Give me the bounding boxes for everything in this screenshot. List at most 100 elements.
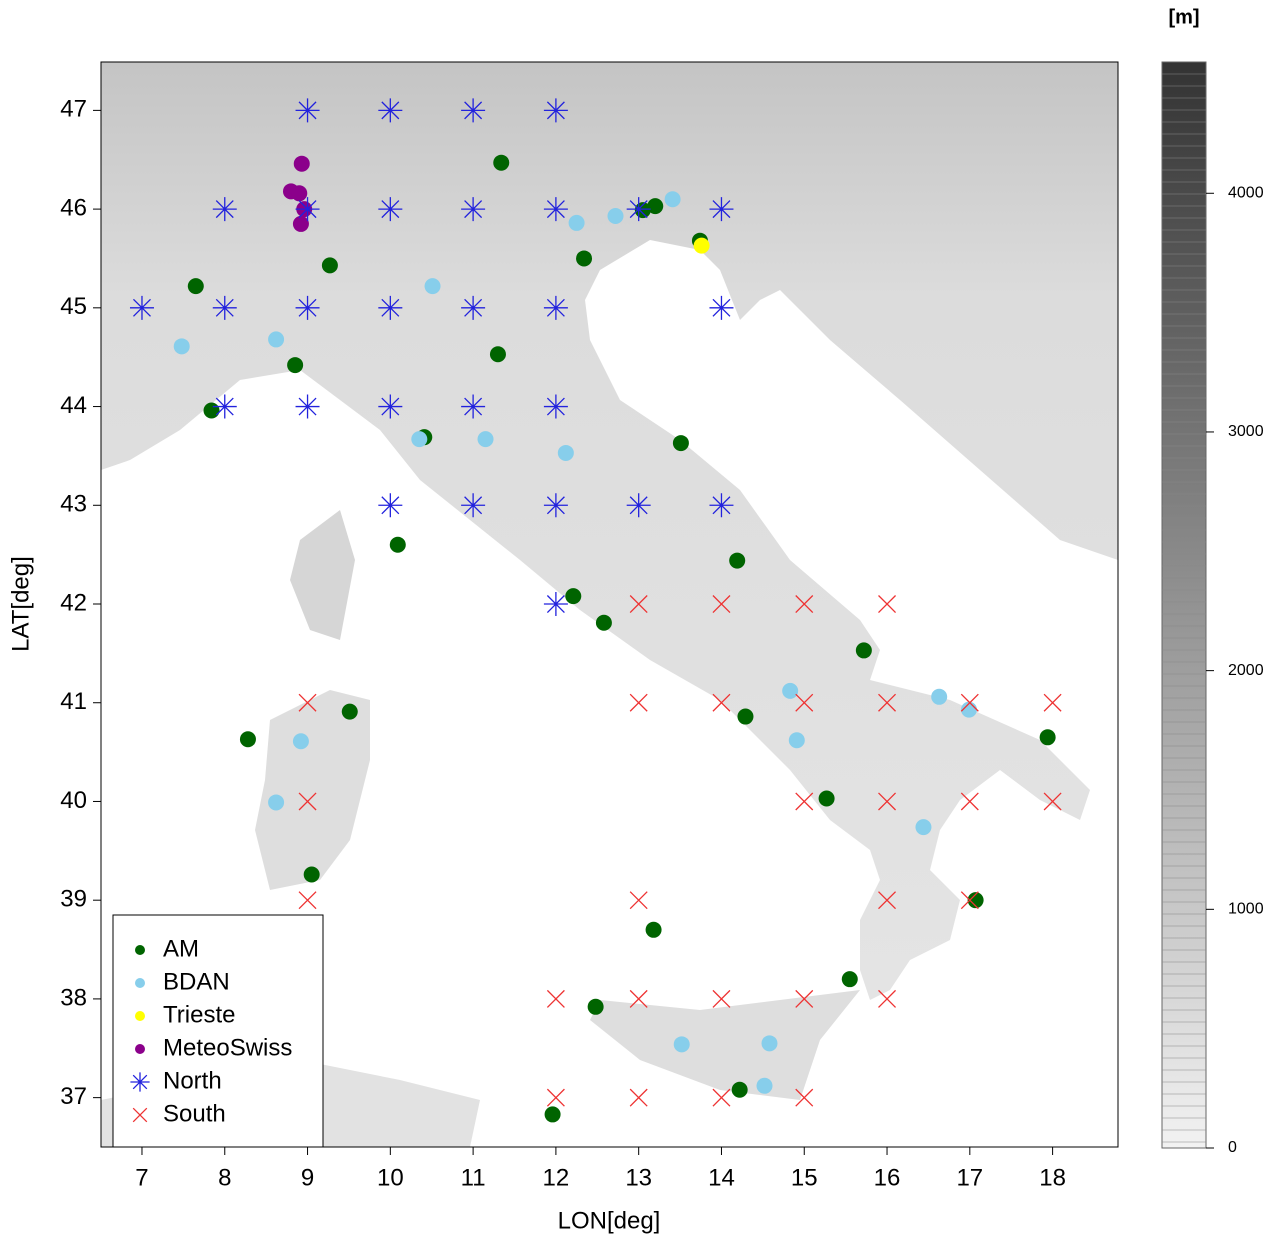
point (819, 790, 835, 806)
asterisk-point (709, 296, 733, 320)
point (174, 338, 190, 354)
colorbar-tick-label: 3000 (1228, 423, 1264, 440)
point (673, 435, 689, 451)
asterisk-point (544, 493, 568, 517)
asterisk-point (461, 296, 485, 320)
point (411, 431, 427, 447)
asterisk-point (627, 493, 651, 517)
asterisk-point (544, 395, 568, 419)
asterisk-point (378, 395, 402, 419)
asterisk-point (709, 197, 733, 221)
asterisk-point (296, 296, 320, 320)
asterisk-point (461, 197, 485, 221)
y-tick-label: 47 (60, 96, 87, 123)
asterisk-point (296, 395, 320, 419)
legend-label: AM (163, 935, 199, 962)
y-axis-title: LAT[deg] (7, 556, 34, 652)
asterisk-point (378, 197, 402, 221)
point (694, 238, 710, 254)
asterisk-point (461, 395, 485, 419)
point (390, 537, 406, 553)
point (268, 331, 284, 347)
x-tick-label: 7 (135, 1164, 148, 1191)
point (565, 588, 581, 604)
point (293, 733, 309, 749)
point (291, 185, 307, 201)
y-tick-label: 43 (60, 491, 87, 518)
legend-label: MeteoSwiss (163, 1034, 292, 1061)
point (576, 250, 592, 266)
x-tick-label: 16 (874, 1164, 901, 1191)
point (729, 553, 745, 569)
x-tick-label: 10 (377, 1164, 404, 1191)
point (294, 156, 310, 172)
colorbar-tick-label: 2000 (1228, 662, 1264, 679)
legend-label: BDAN (163, 968, 230, 995)
point (665, 191, 681, 207)
point (782, 683, 798, 699)
point (478, 431, 494, 447)
point (856, 642, 872, 658)
point (268, 794, 284, 810)
y-tick-label: 39 (60, 886, 87, 913)
x-tick-label: 12 (543, 1164, 570, 1191)
point (545, 1106, 561, 1122)
y-tick-label: 42 (60, 589, 87, 616)
x-tick-label: 17 (956, 1164, 983, 1191)
point (789, 732, 805, 748)
point (558, 445, 574, 461)
y-tick-label: 37 (60, 1083, 87, 1110)
point (588, 999, 604, 1015)
x-tick-label: 18 (1039, 1164, 1066, 1191)
point (135, 945, 145, 955)
point (322, 257, 338, 273)
y-tick-label: 38 (60, 984, 87, 1011)
asterisk-point (544, 592, 568, 616)
point (135, 978, 145, 988)
colorbar-tick-label: 0 (1228, 1139, 1237, 1156)
point (204, 403, 220, 419)
point (188, 278, 204, 294)
asterisk-point (378, 98, 402, 122)
point (647, 198, 663, 214)
y-tick-label: 45 (60, 293, 87, 320)
point (732, 1082, 748, 1098)
legend-label: South (163, 1100, 226, 1127)
point (493, 155, 509, 171)
point (761, 1035, 777, 1051)
asterisk-point (130, 1072, 149, 1091)
colorbar-tick-label: 4000 (1228, 184, 1264, 201)
colorbar (1162, 62, 1206, 1148)
x-tick-label: 11 (461, 1164, 486, 1191)
x-tick-label: 14 (708, 1164, 735, 1191)
point (425, 278, 441, 294)
asterisk-point (461, 98, 485, 122)
y-tick-label: 44 (60, 392, 87, 419)
x-tick-label: 13 (625, 1164, 652, 1191)
asterisk-point (130, 296, 154, 320)
point (240, 731, 256, 747)
colorbar-label: [m] (1168, 6, 1199, 28)
y-tick-label: 40 (60, 787, 87, 814)
asterisk-point (544, 98, 568, 122)
point (931, 689, 947, 705)
asterisk-point (378, 493, 402, 517)
x-tick-label: 8 (218, 1164, 231, 1191)
point (135, 1011, 145, 1021)
y-tick-label: 41 (60, 688, 87, 715)
point (596, 615, 612, 631)
asterisk-point (627, 197, 651, 221)
asterisk-point (544, 296, 568, 320)
point (608, 208, 624, 224)
legend-label: North (163, 1067, 222, 1094)
asterisk-point (213, 395, 237, 419)
chart: 7891011121314151617183738394041424344454… (0, 0, 1282, 1240)
asterisk-point (296, 98, 320, 122)
asterisk-point (296, 197, 320, 221)
x-tick-label: 15 (791, 1164, 818, 1191)
asterisk-point (709, 493, 733, 517)
point (293, 216, 309, 232)
point (569, 215, 585, 231)
point (842, 971, 858, 987)
x-axis-title: LON[deg] (558, 1207, 661, 1234)
